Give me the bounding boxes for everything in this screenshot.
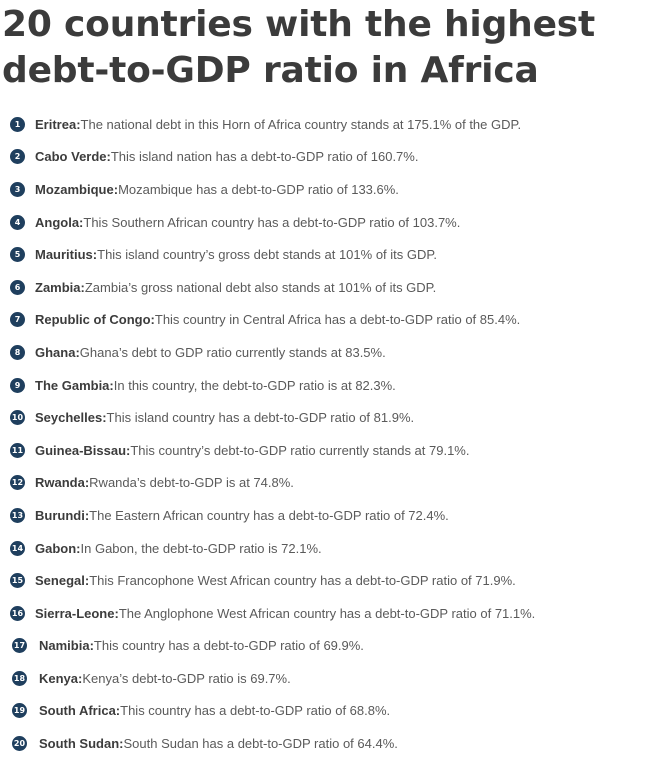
- list-item: 11 Guinea-Bissau: This country’s debt-to…: [2, 434, 650, 467]
- country-description: The national debt in this Horn of Africa…: [80, 116, 522, 132]
- list-item: 13 Burundi: The Eastern African country …: [2, 499, 650, 532]
- number-badge: 3: [10, 181, 25, 197]
- country-description: This Francophone West African country ha…: [89, 573, 516, 589]
- country-name: Mozambique:: [35, 181, 119, 197]
- country-name: South Africa:: [39, 703, 121, 719]
- country-name: Cabo Verde:: [35, 149, 111, 165]
- number-badge: 20: [12, 736, 27, 752]
- list-item: 17 Namibia: This country has a debt-to-G…: [2, 630, 650, 663]
- country-description: In Gabon, the debt-to-GDP ratio is 72.1%…: [80, 540, 322, 556]
- list-item: 18 Kenya: Kenya’s debt-to-GDP ratio is 6…: [2, 662, 650, 695]
- number-badge: 15: [10, 573, 25, 589]
- list-item: 2 Cabo Verde: This island nation has a d…: [2, 141, 650, 174]
- country-name: The Gambia:: [35, 377, 114, 393]
- list-item: 16 Sierra-Leone: The Anglophone West Afr…: [2, 597, 650, 630]
- list-item: 15 Senegal: This Francophone West Africa…: [2, 564, 650, 597]
- country-name: Sierra-Leone:: [35, 605, 119, 621]
- country-name: South Sudan:: [39, 736, 124, 752]
- number-badge: 13: [10, 507, 25, 523]
- number-badge: 11: [10, 442, 25, 458]
- number-badge: 14: [10, 540, 25, 556]
- country-name: Senegal:: [35, 573, 90, 589]
- list-item: 14 Gabon: In Gabon, the debt-to-GDP rati…: [2, 532, 650, 565]
- country-name: Republic of Congo:: [35, 312, 155, 328]
- country-name: Namibia:: [39, 638, 94, 654]
- list-item: 7 Republic of Congo: This country in Cen…: [2, 304, 650, 337]
- number-badge: 16: [10, 605, 25, 621]
- list-item: 6 Zambia: Zambia’s gross national debt a…: [2, 271, 650, 304]
- country-description: This country in Central Africa has a deb…: [154, 312, 521, 328]
- list-item: 1 Eritrea: The national debt in this Hor…: [2, 108, 650, 141]
- list-item: 19 South Africa: This country has a debt…: [2, 695, 650, 728]
- country-description: This island country has a debt-to-GDP ra…: [106, 410, 415, 426]
- country-description: The Anglophone West African country has …: [118, 605, 536, 621]
- country-description: This country has a debt-to-GDP ratio of …: [93, 638, 364, 654]
- title-block: 20 countries with the highest debt-to-GD…: [2, 0, 650, 108]
- list-item: 4 Angola: This Southern African country …: [2, 206, 650, 239]
- country-description: This island country’s gross debt stands …: [97, 247, 437, 263]
- number-badge: 6: [10, 279, 25, 295]
- country-name: Seychelles:: [35, 410, 107, 426]
- list-item: 10 Seychelles: This island country has a…: [2, 401, 650, 434]
- number-badge: 9: [10, 377, 25, 393]
- number-badge: 7: [10, 312, 25, 328]
- list-item: 12 Rwanda: Rwanda’s debt-to-GDP is at 74…: [2, 467, 650, 500]
- page-title-line-1: 20 countries with the highest: [2, 4, 596, 45]
- country-name: Zambia:: [35, 279, 85, 295]
- country-description: This country’s debt-to-GDP ratio current…: [130, 442, 470, 458]
- country-description: Ghana’s debt to GDP ratio currently stan…: [79, 344, 386, 360]
- country-name: Angola:: [35, 214, 84, 230]
- number-badge: 4: [10, 214, 25, 230]
- number-badge: 18: [12, 670, 27, 686]
- number-badge: 2: [10, 149, 25, 165]
- list-item: 3 Mozambique: Mozambique has a debt-to-G…: [2, 173, 650, 206]
- country-name: Kenya:: [39, 670, 83, 686]
- country-list: 1 Eritrea: The national debt in this Hor…: [2, 108, 650, 760]
- number-badge: 10: [10, 410, 25, 426]
- country-description: Kenya’s debt-to-GDP ratio is 69.7%.: [82, 670, 291, 686]
- country-description: The Eastern African country has a debt-t…: [89, 507, 449, 523]
- country-name: Mauritius:: [35, 247, 98, 263]
- country-description: Rwanda’s debt-to-GDP is at 74.8%.: [89, 475, 294, 491]
- country-name: Ghana:: [35, 344, 80, 360]
- list-item: 5 Mauritius: This island country’s gross…: [2, 238, 650, 271]
- number-badge: 12: [10, 475, 25, 491]
- list-item: 9 The Gambia: In this country, the debt-…: [2, 369, 650, 402]
- country-description: Zambia’s gross national debt also stands…: [84, 279, 437, 295]
- number-badge: 8: [10, 344, 25, 360]
- number-badge: 5: [10, 247, 25, 263]
- country-description: Mozambique has a debt-to-GDP ratio of 13…: [118, 181, 399, 197]
- country-description: This country has a debt-to-GDP ratio of …: [120, 703, 391, 719]
- country-name: Burundi:: [35, 507, 90, 523]
- list-item: 20 South Sudan: South Sudan has a debt-t…: [2, 727, 650, 760]
- country-description: South Sudan has a debt-to-GDP ratio of 6…: [123, 736, 398, 752]
- country-description: This island nation has a debt-to-GDP rat…: [110, 149, 419, 165]
- country-name: Guinea-Bissau:: [35, 442, 131, 458]
- number-badge: 19: [12, 703, 27, 719]
- number-badge: 1: [10, 116, 25, 132]
- page-title-line-2: debt-to-GDP ratio in Africa: [2, 50, 539, 91]
- country-name: Gabon:: [35, 540, 81, 556]
- number-badge: 17: [12, 638, 27, 654]
- country-name: Eritrea:: [35, 116, 81, 132]
- country-name: Rwanda:: [35, 475, 90, 491]
- country-description: This Southern African country has a debt…: [83, 214, 461, 230]
- list-item: 8 Ghana: Ghana’s debt to GDP ratio curre…: [2, 336, 650, 369]
- country-description: In this country, the debt-to-GDP ratio i…: [113, 377, 396, 393]
